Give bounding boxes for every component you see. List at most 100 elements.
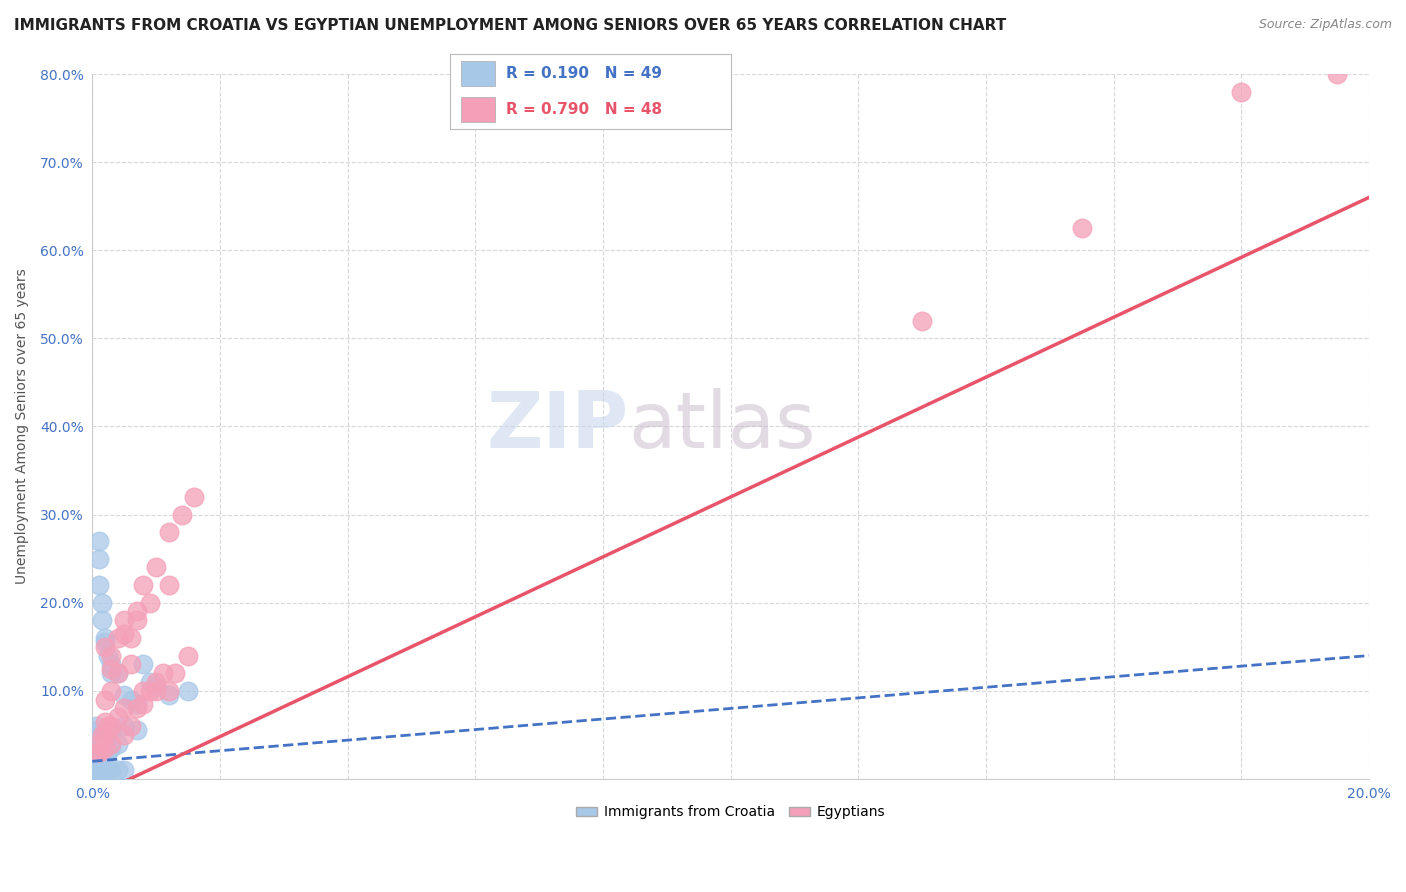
Point (112, 613, 135, 627)
Point (87, 746, 110, 760)
Point (107, 737, 129, 751)
Point (911, 314, 934, 328)
FancyBboxPatch shape (461, 96, 495, 122)
Point (139, 683, 162, 698)
Point (157, 688, 180, 702)
Text: IMMIGRANTS FROM CROATIA VS EGYPTIAN UNEMPLOYMENT AMONG SENIORS OVER 65 YEARS COR: IMMIGRANTS FROM CROATIA VS EGYPTIAN UNEM… (14, 18, 1007, 33)
Point (94, 692, 117, 706)
Point (94, 714, 117, 729)
Point (94, 635, 117, 649)
Point (82, 767, 104, 781)
Text: ZIP: ZIP (486, 388, 628, 465)
Point (125, 697, 148, 711)
Point (177, 683, 200, 698)
Text: atlas: atlas (628, 388, 815, 465)
Point (100, 741, 122, 756)
Point (100, 723, 122, 738)
Point (100, 648, 122, 663)
Point (94, 640, 117, 654)
Point (120, 657, 142, 672)
Point (132, 578, 155, 592)
Point (1326, 67, 1348, 81)
Point (125, 723, 148, 738)
Point (90, 728, 112, 742)
Point (86, 723, 108, 738)
Point (87, 732, 110, 747)
Point (157, 578, 180, 592)
Point (145, 680, 167, 694)
Point (89, 728, 111, 742)
Point (132, 683, 155, 698)
Point (90, 596, 112, 610)
Point (84, 763, 107, 777)
Point (94, 741, 117, 756)
Point (97, 648, 120, 663)
Point (165, 666, 187, 681)
Point (100, 737, 122, 751)
Text: R = 0.790   N = 48: R = 0.790 N = 48 (506, 102, 662, 117)
Point (170, 508, 193, 522)
Point (87, 754, 110, 768)
Point (100, 662, 122, 676)
Point (145, 683, 167, 698)
Point (83, 746, 105, 760)
Point (97, 763, 120, 777)
Point (139, 675, 162, 690)
Point (100, 719, 122, 733)
Point (87, 534, 110, 549)
Point (97, 746, 120, 760)
Point (152, 666, 174, 681)
Point (83, 763, 105, 777)
Point (90, 754, 112, 768)
Point (107, 631, 129, 645)
Point (112, 719, 135, 733)
Point (107, 666, 129, 681)
Point (139, 596, 162, 610)
Point (107, 763, 129, 777)
Point (90, 728, 112, 742)
Point (100, 683, 122, 698)
Point (157, 683, 180, 698)
Point (145, 560, 167, 574)
Point (120, 631, 142, 645)
Point (86, 750, 108, 764)
Text: Source: ZipAtlas.com: Source: ZipAtlas.com (1258, 18, 1392, 31)
Text: R = 0.190   N = 49: R = 0.190 N = 49 (506, 66, 662, 81)
Point (112, 763, 135, 777)
Point (1070, 221, 1092, 235)
Point (97, 719, 120, 733)
Point (125, 701, 148, 715)
Point (120, 719, 142, 733)
Point (1230, 85, 1253, 99)
Point (94, 631, 117, 645)
Legend: Immigrants from Croatia, Egyptians: Immigrants from Croatia, Egyptians (571, 800, 891, 825)
Point (87, 578, 110, 592)
Point (100, 657, 122, 672)
Point (132, 657, 155, 672)
Point (100, 666, 122, 681)
Point (125, 613, 148, 627)
Point (94, 728, 117, 742)
Point (145, 675, 167, 690)
Point (157, 525, 180, 540)
Point (94, 763, 117, 777)
Point (83, 767, 105, 781)
Point (94, 732, 117, 747)
Point (87, 737, 110, 751)
Point (112, 728, 135, 742)
Point (87, 746, 110, 760)
Point (125, 605, 148, 619)
Point (90, 613, 112, 627)
Point (94, 750, 117, 764)
Point (183, 490, 205, 504)
Point (83, 763, 105, 777)
Point (87, 551, 110, 566)
Point (84, 750, 107, 764)
Point (112, 688, 135, 702)
Point (107, 710, 129, 724)
Point (177, 648, 200, 663)
Point (120, 692, 142, 706)
Point (90, 758, 112, 772)
FancyBboxPatch shape (461, 62, 495, 87)
Point (132, 697, 155, 711)
